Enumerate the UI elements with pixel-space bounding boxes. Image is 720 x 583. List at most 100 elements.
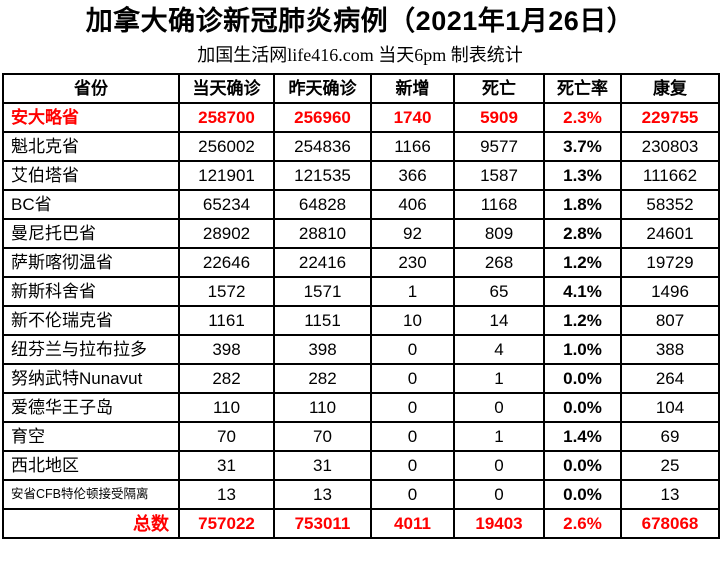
province-name-cell: 西北地区 — [2, 450, 180, 481]
deaths-cell: 4 — [453, 334, 545, 365]
new-cases-cell: 1166 — [370, 131, 455, 162]
recovered-cell: 229755 — [620, 102, 720, 133]
today-confirmed-cell: 13 — [178, 479, 275, 510]
death-rate-cell: 0.0% — [543, 479, 622, 510]
deaths-cell: 5909 — [453, 102, 545, 133]
province-name-cell: 魁北克省 — [2, 131, 180, 162]
new-cases-cell: 0 — [370, 334, 455, 365]
today-confirmed-cell: 1572 — [178, 276, 275, 307]
yesterday-confirmed-cell: 22416 — [273, 247, 372, 278]
covid-cases-table: 省份 当天确诊 昨天确诊 新增 死亡 死亡率 康复 安大略省 258700 25… — [2, 73, 720, 539]
recovered-cell: 19729 — [620, 247, 720, 278]
recovered-cell: 678068 — [620, 508, 720, 539]
table-row: 安省CFB特伦顿接受隔离 13 13 0 0 0.0% 13 — [2, 479, 720, 510]
table-total-row: 总数 757022 753011 4011 19403 2.6% 678068 — [2, 508, 720, 539]
today-confirmed-cell: 22646 — [178, 247, 275, 278]
new-cases-cell: 406 — [370, 189, 455, 220]
yesterday-confirmed-cell: 121535 — [273, 160, 372, 191]
recovered-cell: 807 — [620, 305, 720, 336]
table-row: 艾伯塔省 121901 121535 366 1587 1.3% 111662 — [2, 160, 720, 191]
yesterday-confirmed-cell: 753011 — [273, 508, 372, 539]
table-header-row: 省份 当天确诊 昨天确诊 新增 死亡 死亡率 康复 — [2, 73, 720, 104]
table-body: 安大略省 258700 256960 1740 5909 2.3% 229755… — [2, 102, 720, 539]
deaths-cell: 0 — [453, 479, 545, 510]
province-name-cell: 总数 — [2, 508, 180, 539]
deaths-cell: 1 — [453, 421, 545, 452]
table-row: BC省 65234 64828 406 1168 1.8% 58352 — [2, 189, 720, 220]
new-cases-cell: 1 — [370, 276, 455, 307]
deaths-cell: 19403 — [453, 508, 545, 539]
recovered-cell: 388 — [620, 334, 720, 365]
death-rate-cell: 3.7% — [543, 131, 622, 162]
province-name-cell: 曼尼托巴省 — [2, 218, 180, 249]
table-row: 魁北克省 256002 254836 1166 9577 3.7% 230803 — [2, 131, 720, 162]
death-rate-cell: 1.8% — [543, 189, 622, 220]
recovered-cell: 1496 — [620, 276, 720, 307]
recovered-cell: 25 — [620, 450, 720, 481]
yesterday-confirmed-cell: 13 — [273, 479, 372, 510]
death-rate-cell: 1.3% — [543, 160, 622, 191]
yesterday-confirmed-cell: 282 — [273, 363, 372, 394]
new-cases-cell: 0 — [370, 450, 455, 481]
province-name-cell: 努纳武特Nunavut — [2, 363, 180, 394]
header-recovered: 康复 — [620, 73, 720, 104]
province-name-cell: 萨斯喀彻温省 — [2, 247, 180, 278]
new-cases-cell: 0 — [370, 363, 455, 394]
deaths-cell: 1 — [453, 363, 545, 394]
recovered-cell: 111662 — [620, 160, 720, 191]
source-credit-line: 加国生活网life416.com 当天6pm 制表统计 — [197, 45, 523, 65]
table-row: 努纳武特Nunavut 282 282 0 1 0.0% 264 — [2, 363, 720, 394]
province-name-cell: 艾伯塔省 — [2, 160, 180, 191]
new-cases-cell: 230 — [370, 247, 455, 278]
recovered-cell: 264 — [620, 363, 720, 394]
province-name-cell: BC省 — [2, 189, 180, 220]
table-row: 安大略省 258700 256960 1740 5909 2.3% 229755 — [2, 102, 720, 133]
today-confirmed-cell: 65234 — [178, 189, 275, 220]
death-rate-cell: 0.0% — [543, 392, 622, 423]
province-name-cell: 育空 — [2, 421, 180, 452]
today-confirmed-cell: 398 — [178, 334, 275, 365]
yesterday-confirmed-cell: 254836 — [273, 131, 372, 162]
new-cases-cell: 92 — [370, 218, 455, 249]
table-row: 西北地区 31 31 0 0 0.0% 25 — [2, 450, 720, 481]
death-rate-cell: 0.0% — [543, 363, 622, 394]
yesterday-confirmed-cell: 256960 — [273, 102, 372, 133]
yesterday-confirmed-cell: 1571 — [273, 276, 372, 307]
new-cases-cell: 366 — [370, 160, 455, 191]
death-rate-cell: 0.0% — [543, 450, 622, 481]
deaths-cell: 9577 — [453, 131, 545, 162]
deaths-cell: 268 — [453, 247, 545, 278]
today-confirmed-cell: 258700 — [178, 102, 275, 133]
today-confirmed-cell: 256002 — [178, 131, 275, 162]
province-name-cell: 安大略省 — [2, 102, 180, 133]
deaths-cell: 0 — [453, 392, 545, 423]
today-confirmed-cell: 70 — [178, 421, 275, 452]
recovered-cell: 24601 — [620, 218, 720, 249]
new-cases-cell: 1740 — [370, 102, 455, 133]
yesterday-confirmed-cell: 110 — [273, 392, 372, 423]
yesterday-confirmed-cell: 64828 — [273, 189, 372, 220]
death-rate-cell: 2.6% — [543, 508, 622, 539]
yesterday-confirmed-cell: 28810 — [273, 218, 372, 249]
today-confirmed-cell: 121901 — [178, 160, 275, 191]
death-rate-cell: 1.4% — [543, 421, 622, 452]
table-row: 育空 70 70 0 1 1.4% 69 — [2, 421, 720, 452]
province-name-cell: 安省CFB特伦顿接受隔离 — [2, 479, 180, 510]
header-province: 省份 — [2, 73, 180, 104]
death-rate-cell: 2.3% — [543, 102, 622, 133]
recovered-cell: 69 — [620, 421, 720, 452]
header-deaths: 死亡 — [453, 73, 545, 104]
header-death-rate: 死亡率 — [543, 73, 622, 104]
today-confirmed-cell: 28902 — [178, 218, 275, 249]
death-rate-cell: 4.1% — [543, 276, 622, 307]
deaths-cell: 1168 — [453, 189, 545, 220]
today-confirmed-cell: 1161 — [178, 305, 275, 336]
deaths-cell: 809 — [453, 218, 545, 249]
recovered-cell: 13 — [620, 479, 720, 510]
table-row: 萨斯喀彻温省 22646 22416 230 268 1.2% 19729 — [2, 247, 720, 278]
province-name-cell: 新不伦瑞克省 — [2, 305, 180, 336]
yesterday-confirmed-cell: 398 — [273, 334, 372, 365]
recovered-cell: 230803 — [620, 131, 720, 162]
deaths-cell: 65 — [453, 276, 545, 307]
